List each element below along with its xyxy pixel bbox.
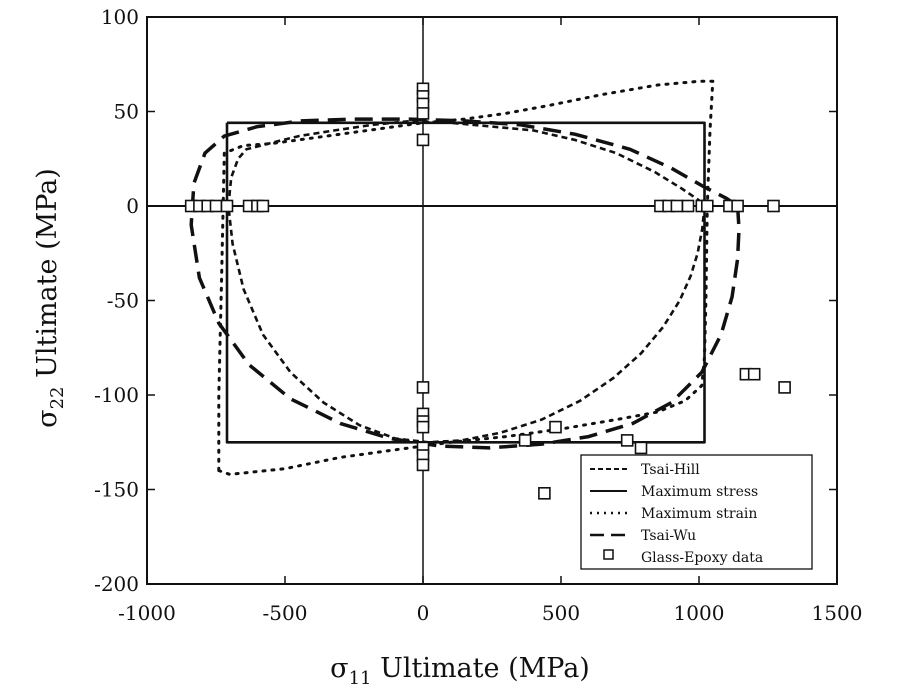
y-axis-symbol: σ <box>32 409 63 427</box>
series-maximum-strain <box>217 79 715 476</box>
data-point <box>670 199 684 213</box>
x-tick-label: 1500 <box>812 601 863 625</box>
y-axis-title-rest: Ultimate (MPa) <box>32 168 63 386</box>
x-tick-label: -500 <box>263 601 308 625</box>
data-point <box>416 381 430 394</box>
legend-label-maximum-strain: Maximum strain <box>641 506 757 522</box>
y-tick-label: -200 <box>94 572 139 596</box>
legend-label-tsai-hill: Tsai-Hill <box>641 462 700 478</box>
data-point <box>767 199 780 213</box>
x-tick-label: -1000 <box>118 601 176 625</box>
y-tick-label: -150 <box>94 478 139 502</box>
data-markers <box>184 82 791 500</box>
y-axis-title: σ22 Ultimate (MPa) <box>32 168 68 428</box>
data-point <box>634 441 648 455</box>
data-point <box>220 199 234 213</box>
data-point <box>416 458 430 472</box>
x-axis-ticks: -1000 -500 0 500 1000 1500 <box>118 17 862 625</box>
legend-swatch-glass-epoxy <box>603 549 614 560</box>
x-axis-title: σ11 Ultimate (MPa) <box>330 653 590 689</box>
y-axis-subscript: 22 <box>47 387 68 410</box>
legend-label-maximum-stress: Maximum stress <box>641 484 758 500</box>
data-point <box>620 434 634 447</box>
y-tick-label: -50 <box>107 289 139 313</box>
y-tick-label: 50 <box>114 100 139 124</box>
data-point <box>778 381 791 394</box>
data-point <box>416 133 430 147</box>
x-axis-title-rest: Ultimate (MPa) <box>372 653 590 684</box>
series-layer <box>189 79 741 476</box>
x-axis-subscript: 11 <box>349 668 372 689</box>
data-point <box>518 434 532 447</box>
y-tick-label: -100 <box>94 383 139 407</box>
data-point <box>731 199 744 213</box>
legend-label-glass-epoxy: Glass-Epoxy data <box>641 550 763 566</box>
x-axis-symbol: σ <box>330 653 348 684</box>
series-tsai-hill <box>227 119 706 444</box>
series-maximum-stress <box>225 121 706 444</box>
x-tick-label: 0 <box>417 601 430 625</box>
series-tsai-wu <box>189 117 741 450</box>
data-point <box>747 367 761 381</box>
data-point <box>416 107 430 120</box>
y-axis-ticks: -200 -150 -100 -50 0 50 100 <box>94 5 837 596</box>
data-point <box>681 199 695 213</box>
data-point <box>416 420 430 434</box>
data-point <box>549 420 562 434</box>
y-tick-label: 0 <box>126 194 139 218</box>
x-tick-label: 500 <box>542 601 580 625</box>
x-tick-label: 1000 <box>674 601 725 625</box>
legend-label-tsai-wu: Tsai-Wu <box>641 528 696 544</box>
data-point <box>538 486 551 500</box>
data-point <box>256 199 270 213</box>
legend: Tsai-Hill Maximum stress Maximum strain … <box>580 454 813 570</box>
data-point <box>209 199 223 213</box>
y-tick-label: 100 <box>101 5 139 29</box>
data-point <box>700 199 714 213</box>
